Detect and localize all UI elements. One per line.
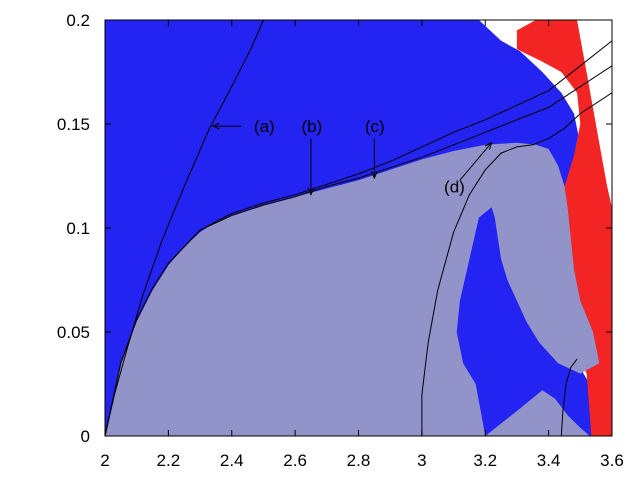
annotation-arrow-d xyxy=(459,143,492,181)
annotation-label-d: (d) xyxy=(444,177,465,196)
curve-a-0 xyxy=(105,20,264,436)
x-tick-label: 3 xyxy=(417,451,426,470)
x-tick-label: 2 xyxy=(100,451,109,470)
curve-extra-4 xyxy=(560,358,578,436)
region-lavender-4 xyxy=(485,390,590,436)
y-tick-label: 0.2 xyxy=(66,11,90,30)
x-tick-label: 2.8 xyxy=(347,451,371,470)
y-tick-label: 0.15 xyxy=(57,115,90,134)
annotation-label-b: (b) xyxy=(301,117,322,136)
x-tick-label: 3.2 xyxy=(473,451,497,470)
region-white-2 xyxy=(577,20,612,208)
y-axis: 0 0.05 0.1 0.15 0.2 xyxy=(57,11,612,446)
x-tick-label: 2.4 xyxy=(220,451,244,470)
y-tick-label: 0.1 xyxy=(66,219,90,238)
curves-layer xyxy=(105,20,612,436)
curve-d-3 xyxy=(421,92,612,436)
x-tick-label: 2.2 xyxy=(157,451,181,470)
x-tick-label: 3.4 xyxy=(537,451,561,470)
region-lavender-3 xyxy=(105,142,600,436)
y-tick-label: 0 xyxy=(81,427,90,446)
annotation-label-c: (c) xyxy=(365,117,385,136)
x-tick-label: 2.6 xyxy=(283,451,307,470)
x-axis: 2 2.2 2.4 2.6 2.8 3 3.2 3.4 3.6 xyxy=(100,20,624,470)
annotation-label-a: (a) xyxy=(254,117,275,136)
x-tick-label: 3.6 xyxy=(600,451,624,470)
curve-c-2 xyxy=(105,65,612,436)
annotations-layer: (a) (b) (c) (d) xyxy=(213,117,492,196)
y-tick-label: 0.05 xyxy=(57,323,90,342)
regions-layer xyxy=(105,20,612,436)
